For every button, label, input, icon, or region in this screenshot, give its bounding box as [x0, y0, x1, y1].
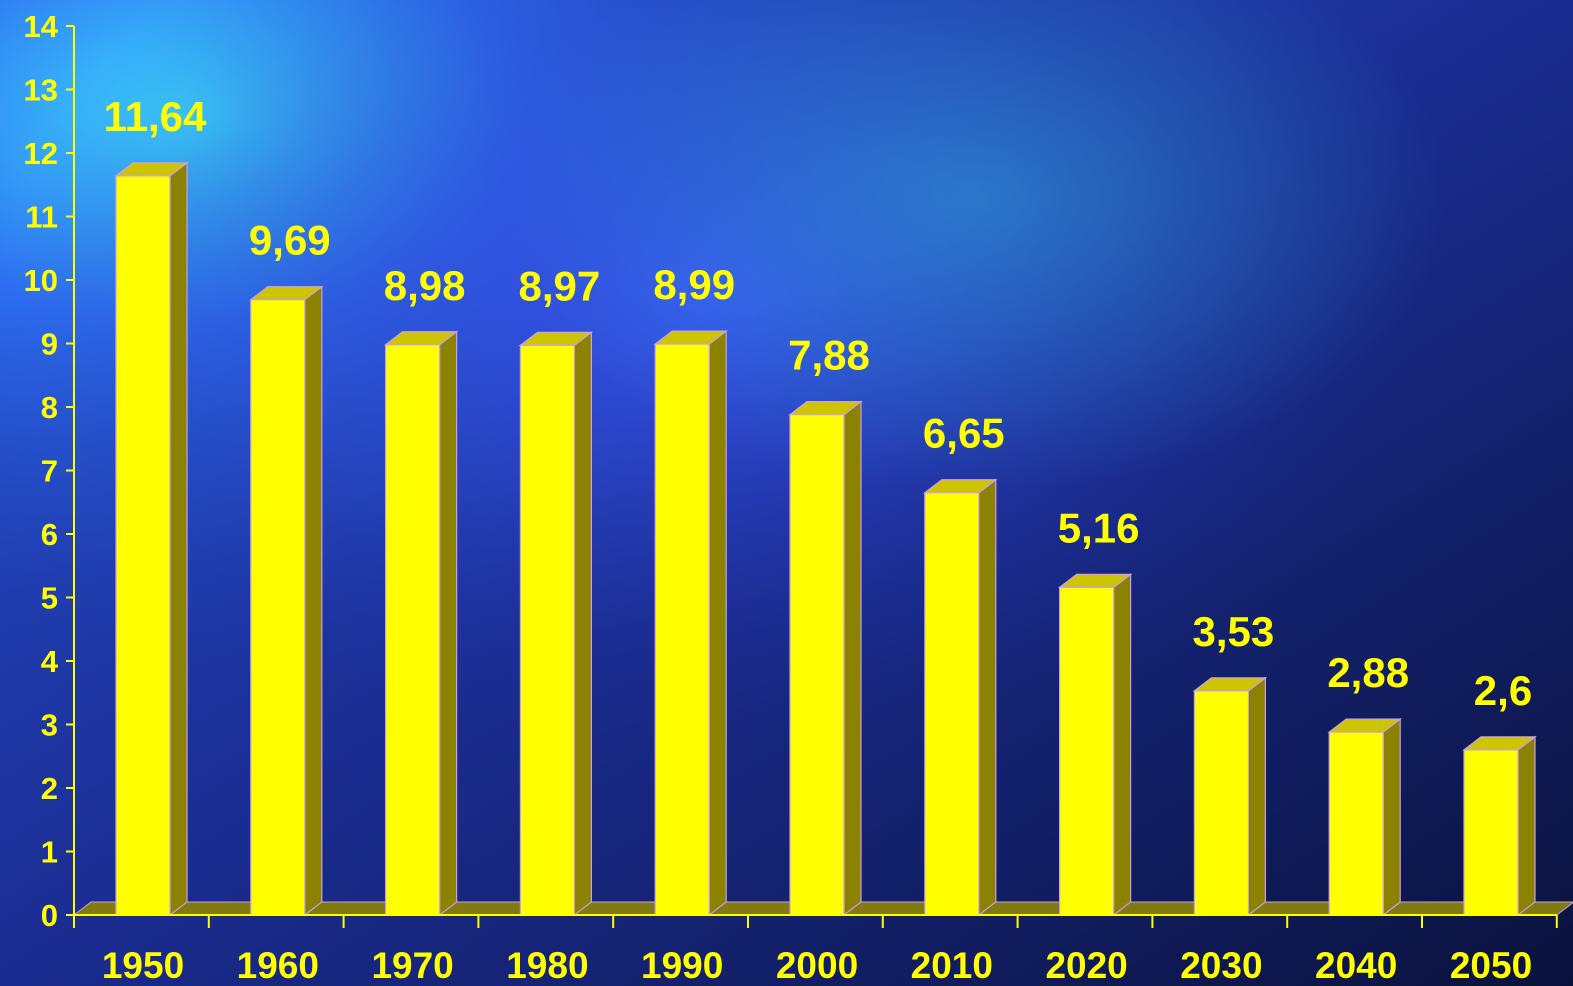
bar: [114, 161, 189, 917]
data-label: 7,88: [788, 332, 870, 379]
bar-front: [924, 492, 980, 916]
y-tick-label: 10: [24, 263, 58, 298]
y-tick-label: 7: [41, 454, 58, 489]
bar-side: [843, 400, 862, 917]
data-label: 3,53: [1193, 608, 1275, 655]
bar-front: [115, 175, 171, 916]
bar-side: [169, 161, 188, 917]
bar-front: [519, 344, 576, 916]
bar-side: [1247, 676, 1267, 917]
y-tick-label: 4: [41, 644, 59, 679]
x-tick-label: 2000: [776, 945, 858, 986]
y-tick-label: 2: [41, 771, 58, 806]
bar-front: [1328, 731, 1384, 916]
bar-side: [573, 331, 593, 917]
bar-front: [1058, 586, 1115, 916]
y-tick-label: 8: [41, 390, 58, 425]
bar: [1327, 717, 1402, 917]
bar: [1462, 735, 1537, 917]
y-tick-label: 3: [41, 708, 58, 743]
bar-front: [250, 299, 306, 916]
x-tick-label: 2030: [1180, 945, 1262, 986]
bar-front: [654, 343, 710, 916]
bar-front: [1193, 690, 1250, 916]
bar-front: [789, 414, 845, 916]
y-tick-label: 11: [25, 200, 58, 235]
data-label: 2,88: [1327, 649, 1409, 696]
bars: [114, 161, 1537, 917]
data-label: 8,97: [519, 262, 601, 309]
bar-front: [385, 344, 441, 916]
bar-side: [708, 329, 727, 917]
y-tick-label: 5: [41, 581, 58, 616]
data-label: 8,99: [653, 261, 735, 308]
y-tick-label: 0: [41, 898, 58, 933]
x-tick-label: 2040: [1315, 945, 1397, 986]
bar-side: [439, 330, 458, 917]
x-tick-label: 2010: [911, 945, 993, 986]
x-tick-label: 1960: [237, 945, 319, 986]
x-axis: 1950 1960 1970 1980 1990 2000 2010 2020 2030 2040…: [73, 914, 1558, 986]
data-label: 9,69: [249, 217, 331, 264]
x-tick-label: 2050: [1450, 945, 1532, 986]
bar: [383, 330, 459, 917]
bar: [1192, 676, 1268, 917]
y-tick-label: 13: [24, 73, 58, 108]
data-label: 2,6: [1474, 667, 1532, 714]
y-tick-label: 14: [24, 9, 59, 44]
bar: [249, 285, 324, 917]
bar: [788, 400, 863, 917]
bar-side: [304, 285, 323, 917]
bar: [518, 331, 594, 917]
data-label: 11,64: [104, 93, 207, 140]
x-tick-label: 1970: [371, 945, 453, 986]
x-tick-label: 2020: [1045, 945, 1127, 986]
data-label: 6,65: [923, 410, 1005, 457]
y-tick-label: 6: [41, 517, 58, 552]
x-tick-label: 1950: [102, 945, 184, 986]
x-tick-label: 1980: [506, 945, 588, 986]
x-tick-label: 1990: [641, 945, 723, 986]
bar-side: [1112, 573, 1132, 917]
y-tick-label: 9: [41, 327, 58, 362]
bar: [653, 329, 728, 917]
bar: [1057, 573, 1133, 917]
bar-side: [978, 478, 997, 917]
y-tick-label: 1: [41, 835, 58, 870]
data-labels: 11,64 9,69 8,98 8,97 8,99 7,88 6,65 5,16 3,53 2,8…: [104, 93, 1533, 714]
bar: [923, 478, 998, 917]
bar-side: [1517, 735, 1536, 917]
y-tick-label: 12: [24, 136, 58, 171]
data-label: 5,16: [1058, 504, 1140, 551]
bar-front: [1463, 749, 1519, 916]
data-label: 8,98: [384, 262, 466, 309]
bar-side: [1382, 717, 1401, 917]
